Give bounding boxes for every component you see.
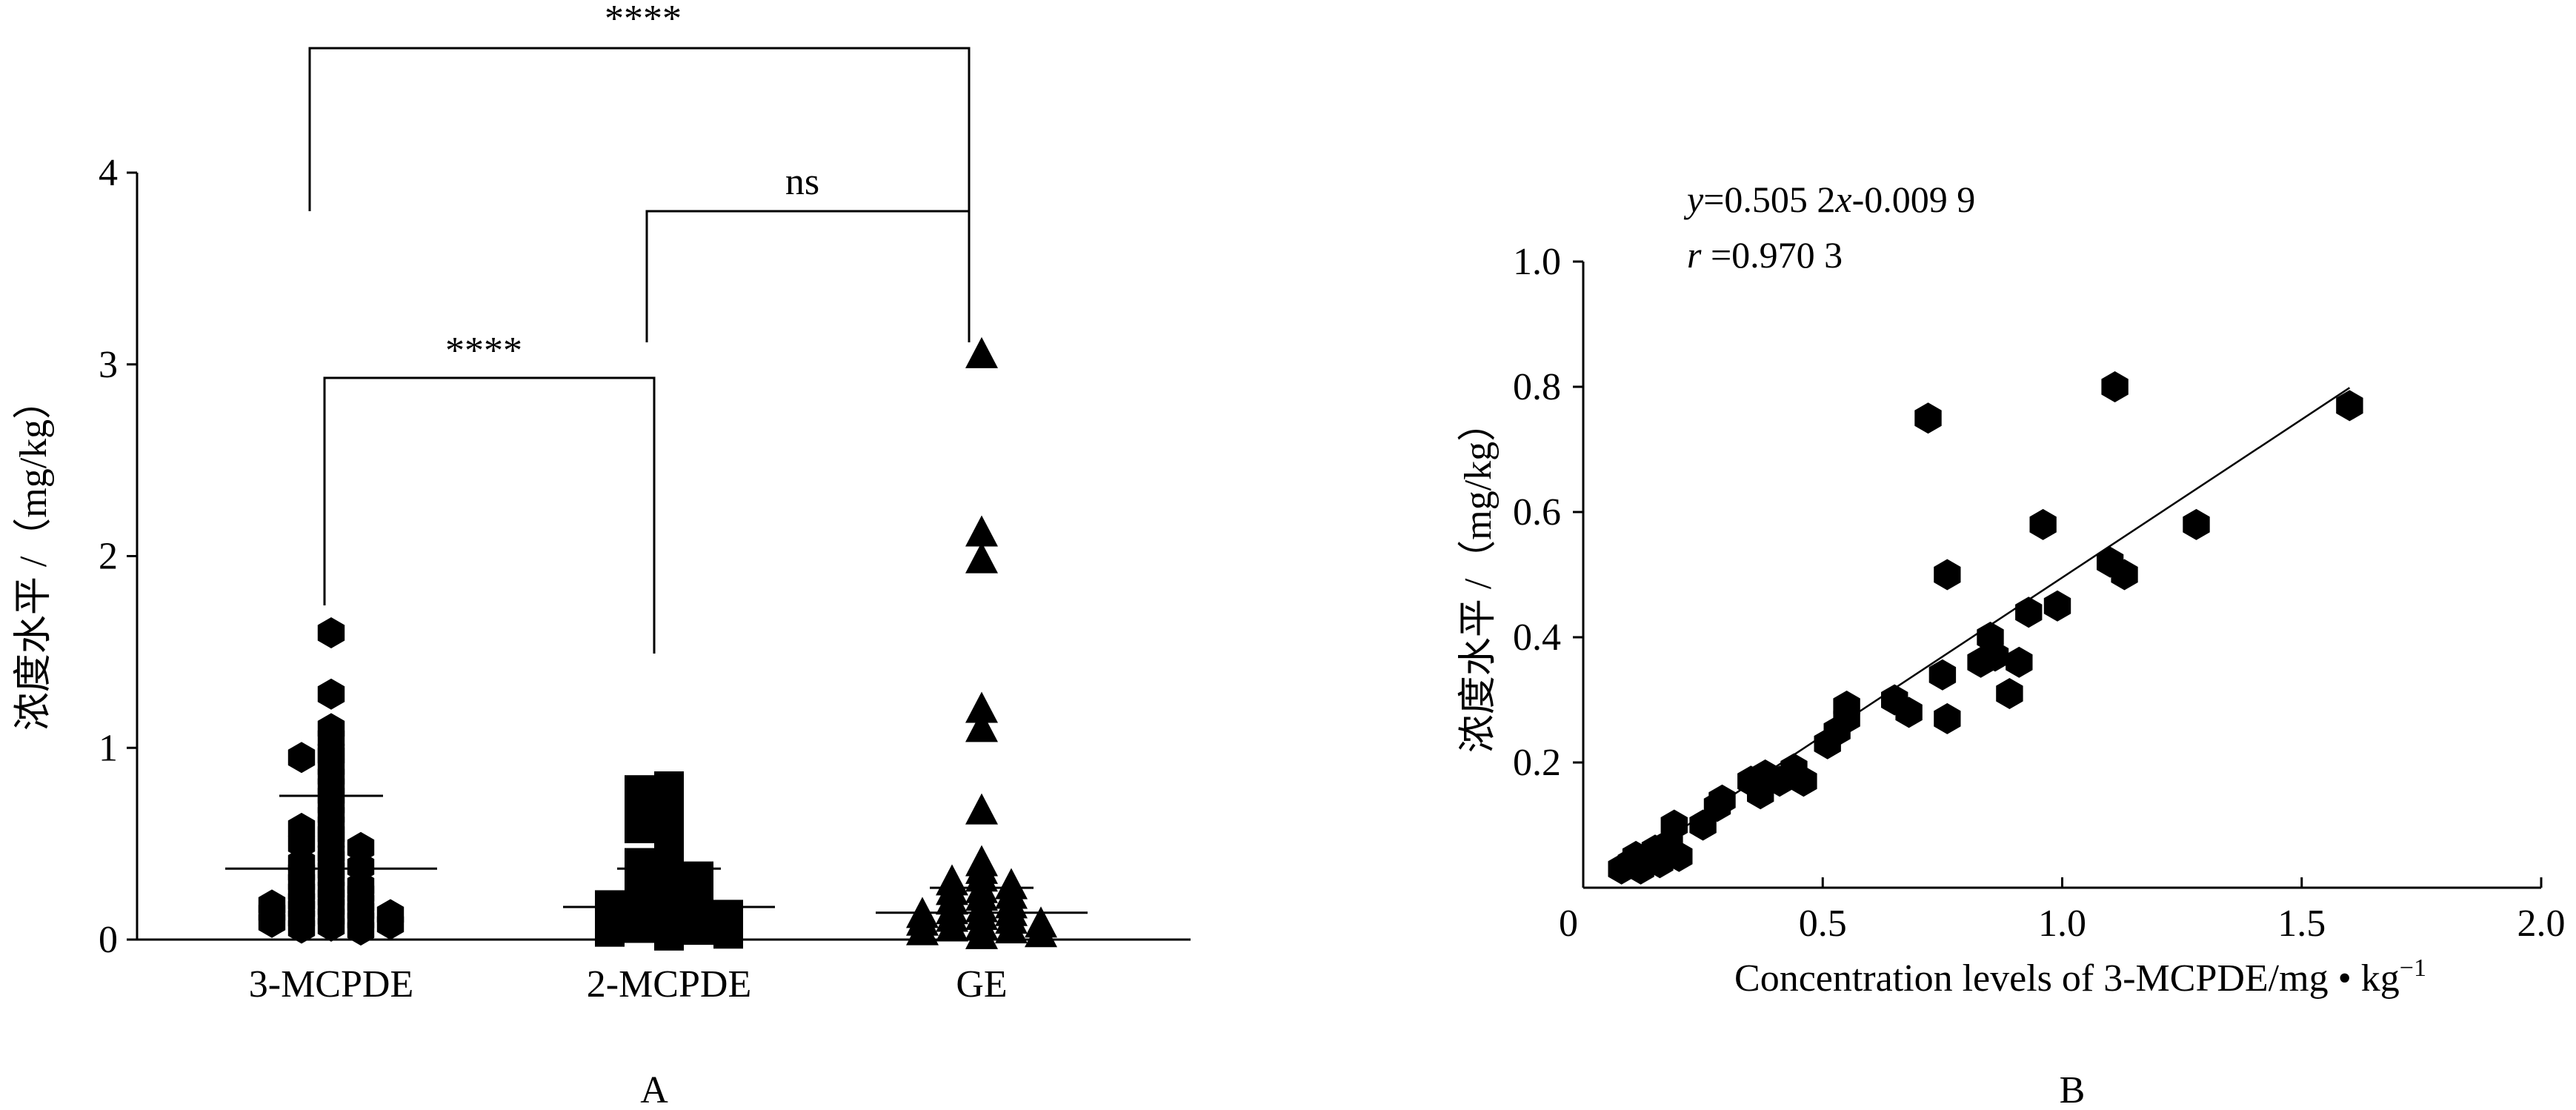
panel-a-y-tick-label: 3 xyxy=(99,344,118,386)
data-point xyxy=(1895,697,1923,728)
data-point xyxy=(936,910,968,942)
data-point xyxy=(906,914,939,946)
panel-b-y-tick-label: 1.0 xyxy=(1513,241,1561,283)
data-point xyxy=(625,813,654,843)
data-point xyxy=(2336,390,2363,422)
data-point xyxy=(376,908,405,940)
data-point xyxy=(258,906,286,938)
panel-a-data-points xyxy=(258,336,1057,951)
equation-x-symbol: x xyxy=(1834,179,1851,220)
bracket-3mcpde-2mcpde xyxy=(323,376,656,654)
data-point xyxy=(995,912,1028,944)
panel-b-y-tick-label: 0.4 xyxy=(1513,617,1561,659)
correlation-value: =0.970 3 xyxy=(1701,234,1843,276)
bracket-3mcpde-ge xyxy=(308,47,971,211)
panel-b-x-ticks: 0 0.5 1.0 1.5 2.0 xyxy=(1559,877,2566,945)
panel-a-y-tick-label: 1 xyxy=(99,727,118,769)
panel-b-x-axis-title-text: Concentration levels of 3-MCPDE/mg • kg xyxy=(1734,957,2400,1000)
panel-a-chart: 0 1 2 3 4 **** ns **** 3-MCPDE 2-MCPDE GE 浓度… xyxy=(13,0,1191,1110)
data-point xyxy=(965,691,998,723)
correlation-r-symbol: r xyxy=(1687,234,1702,276)
data-point xyxy=(1914,402,1942,434)
data-point xyxy=(2006,646,2033,678)
data-point xyxy=(347,914,375,946)
data-point xyxy=(625,913,654,943)
data-point xyxy=(965,542,998,574)
panel-a-y-tick-label: 2 xyxy=(99,536,118,578)
panel-b-x-tick-label: 0 xyxy=(1559,903,1578,945)
panel-b-y-tick-label: 0.8 xyxy=(1513,366,1561,408)
data-point xyxy=(965,515,998,547)
data-point xyxy=(713,919,743,949)
x-category-2mcpde: 2-MCPDE xyxy=(587,963,751,1006)
data-point xyxy=(317,617,345,648)
panel-b-x-tick-label: 1.0 xyxy=(2038,903,2086,945)
data-point xyxy=(2101,371,2129,402)
panel-b-chart: 0.2 0.4 0.6 0.8 1.0 0 0.5 1.0 1.5 2.0 y=0.505 2x… xyxy=(1457,179,2566,1110)
data-point xyxy=(1833,691,1860,722)
x-category-3mcpde: 3-MCPDE xyxy=(249,963,413,1006)
data-point xyxy=(287,912,316,944)
panel-b-data-points xyxy=(1608,371,2363,885)
panel-b-y-tick-label: 0.6 xyxy=(1513,491,1561,534)
equation-intercept: -0.009 9 xyxy=(1852,179,1976,220)
data-point xyxy=(2183,508,2210,540)
panel-b-x-tick-label: 2.0 xyxy=(2517,903,2566,945)
regression-equation: y=0.505 2x-0.009 9 xyxy=(1683,179,1975,220)
data-point xyxy=(2015,596,2043,628)
data-point xyxy=(1660,809,1688,841)
data-point xyxy=(1928,659,1957,691)
data-point xyxy=(317,910,345,942)
data-point xyxy=(1665,840,1693,872)
panel-a-y-ticks: 0 1 2 3 4 xyxy=(99,152,137,961)
data-point xyxy=(2111,559,2138,591)
significance-label-2mcpde-ge: ns xyxy=(785,161,819,203)
data-point xyxy=(1996,678,2023,709)
correlation-coefficient: r =0.970 3 xyxy=(1687,234,1843,276)
panel-a-y-axis-title: 浓度水平 /（mg/kg） xyxy=(13,381,55,731)
data-point xyxy=(965,917,998,949)
panel-b-label: B xyxy=(2060,1069,2086,1110)
data-point xyxy=(287,742,316,774)
significance-label-3mcpde-ge: **** xyxy=(605,0,682,40)
bracket-2mcpde-ge xyxy=(645,210,971,342)
data-point xyxy=(965,793,998,825)
panel-b-x-tick-label: 1.5 xyxy=(2277,903,2326,945)
data-point xyxy=(1934,702,1961,734)
data-point xyxy=(2043,590,2071,622)
data-point xyxy=(317,678,345,710)
data-point xyxy=(965,711,998,742)
panel-b-x-axis-title-superscript: −1 xyxy=(2400,954,2426,982)
panel-a-y-tick-label: 4 xyxy=(99,152,118,194)
panel-b-y-tick-label: 0.2 xyxy=(1513,742,1561,784)
data-point xyxy=(1981,640,2009,672)
data-point xyxy=(1790,765,1817,797)
equation-slope: =0.505 2 xyxy=(1703,179,1835,220)
x-category-ge: GE xyxy=(956,963,1007,1006)
data-point xyxy=(684,915,713,946)
panel-b-y-axis-title: 浓度水平 /（mg/kg） xyxy=(1457,403,1500,753)
data-point xyxy=(595,917,625,947)
data-point xyxy=(1934,559,1961,591)
panel-a-y-tick-label: 0 xyxy=(99,919,118,961)
panel-b-y-ticks: 0.2 0.4 0.6 0.8 1.0 xyxy=(1513,241,1583,784)
data-point xyxy=(2029,508,2057,540)
data-point xyxy=(684,861,713,891)
panel-a-label: A xyxy=(640,1069,668,1110)
data-point xyxy=(965,336,998,368)
equation-y-symbol: y xyxy=(1683,179,1704,220)
panel-b-x-axis-title: Concentration levels of 3-MCPDE/mg • kg−… xyxy=(1734,954,2426,1000)
significance-label-3mcpde-2mcpde: **** xyxy=(445,330,522,372)
panel-a-significance-brackets xyxy=(308,47,971,654)
data-point xyxy=(654,920,684,951)
data-point xyxy=(1025,916,1057,948)
panel-b-x-tick-label: 0.5 xyxy=(1799,903,1847,945)
data-point xyxy=(1708,784,1736,816)
